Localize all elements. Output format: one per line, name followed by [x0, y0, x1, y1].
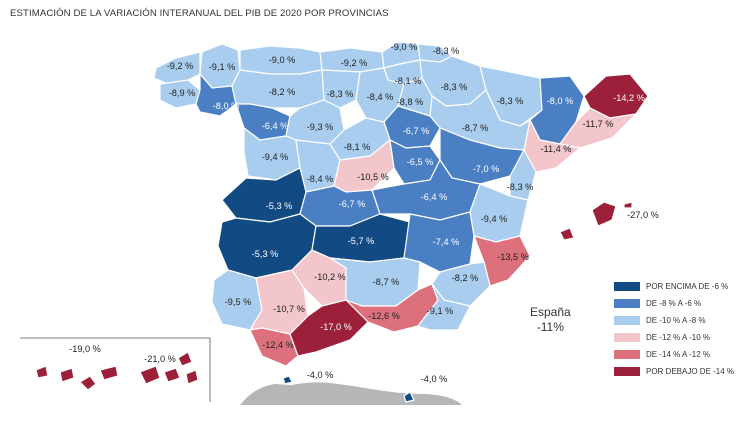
map-title: ESTIMACIÓN DE LA VARIACIÓN INTERANUAL DE… [10, 8, 389, 19]
province-label-segovia: -8,1 % [344, 142, 371, 152]
province-ceuta [282, 375, 293, 385]
province-label-guadalajara: -6,5 % [407, 157, 434, 167]
province-palencia [321, 69, 361, 109]
legend-swatch [614, 367, 640, 376]
legend-item: POR ENCIMA DE -6 % [614, 278, 734, 295]
province-label-castellon: -8,3 % [507, 182, 534, 192]
canarias-inset-frame [20, 337, 211, 402]
province-label-cadiz: -12,4 % [262, 340, 294, 350]
legend-item: DE -10 % A -8 % [614, 312, 734, 329]
province-label-larioja: -8,8 % [397, 97, 424, 107]
province-castellon [509, 148, 537, 201]
province-label-zamora: -6,4 % [262, 121, 289, 131]
province-laspalmas [59, 365, 119, 391]
spain-total: España -11% [530, 305, 571, 335]
province-label-albacete: -7,4 % [433, 237, 460, 247]
province-label-laspalmas: -19,0 % [69, 344, 101, 354]
province-label-barcelona: -11,7 % [583, 119, 614, 129]
legend-label: DE -14 % A -12 % [646, 350, 711, 359]
province-label-ciudadreal: -5,7 % [348, 236, 375, 246]
province-label-ourense: -8,0 % [213, 101, 240, 111]
province-label-palencia: -8,3 % [327, 89, 354, 99]
legend-item: DE -14 % A -12 % [614, 346, 734, 363]
province-label-bizkaia: -9,0 % [391, 42, 418, 52]
province-label-huesca: -8,3 % [497, 96, 524, 106]
province-label-tarragona: -11,4 % [541, 144, 572, 154]
province-label-ceuta: -4,0 % [307, 370, 334, 380]
province-label-granada: -12,6 % [368, 311, 400, 321]
province-label-gipuzkoa: -8,3 % [433, 46, 460, 56]
province-label-valencia: -9,4 % [481, 214, 508, 224]
province-label-cordoba: -10,2 % [314, 272, 346, 282]
province-label-almeria: -9,1 % [427, 306, 454, 316]
province-coruna [153, 51, 201, 85]
legend-label: DE -8 % A -6 % [646, 299, 702, 308]
province-label-soria: -6,7 % [403, 126, 430, 136]
legend-swatch [614, 282, 640, 291]
morocco-coast-left [240, 384, 290, 405]
province-label-melilla: -4,0 % [421, 374, 448, 384]
legend-swatch [614, 333, 640, 342]
province-label-caceres: -5,3 % [266, 201, 293, 211]
province-label-burgos: -8,4 % [367, 92, 394, 102]
province-tenerife [35, 351, 199, 385]
province-label-huelva: -9,5 % [225, 297, 252, 307]
province-label-avila: -8,4 % [307, 174, 334, 184]
province-label-pontevedra: -8,9 % [169, 88, 196, 98]
province-label-teruel: -7,0 % [473, 164, 500, 174]
province-label-valladolid: -9,3 % [307, 122, 334, 132]
legend-item: POR DEBAJO DE -14 % [614, 363, 734, 380]
legend: POR ENCIMA DE -6 % DE -8 % A -6 % DE -10… [614, 278, 734, 380]
legend-swatch [614, 350, 640, 359]
legend-label: DE -10 % A -8 % [646, 316, 706, 325]
legend-swatch [614, 316, 640, 325]
spain-value: -11% [536, 320, 564, 334]
legend-label: DE -12 % A -10 % [646, 333, 711, 342]
province-label-asturias: -9,0 % [269, 55, 296, 65]
province-label-alicante: -13,5 % [497, 252, 529, 262]
legend-item: DE -8 % A -6 % [614, 295, 734, 312]
province-melilla [403, 391, 415, 403]
province-label-leon: -8,2 % [269, 87, 296, 97]
province-ourense [195, 72, 237, 117]
province-label-cantabria: -9,2 % [341, 58, 368, 68]
province-label-cuenca: -6,4 % [421, 192, 448, 202]
province-label-zaragoza: -8,7 % [462, 123, 489, 133]
province-label-jaen: -8,7 % [373, 277, 400, 287]
province-baleares [559, 201, 633, 241]
province-label-girona: -14,2 % [613, 93, 645, 103]
legend-item: DE -12 % A -10 % [614, 329, 734, 346]
province-label-murcia: -8,2 % [452, 273, 479, 283]
province-label-salamanca: -9,4 % [262, 152, 289, 162]
spain-label: España [530, 305, 571, 319]
province-label-madrid: -10,5 % [357, 172, 389, 182]
province-label-toledo: -6,7 % [339, 199, 366, 209]
province-label-lleida: -8,0 % [547, 96, 574, 106]
province-label-malaga: -17,0 % [320, 322, 352, 332]
province-label-alava: -8,1 % [395, 76, 422, 86]
province-almeria [417, 283, 471, 331]
legend-swatch [614, 299, 640, 308]
province-label-navarra: -8,3 % [441, 82, 468, 92]
province-malaga [289, 299, 369, 357]
province-label-tenerife: -21,0 % [144, 354, 176, 364]
province-label-lugo: -9,1 % [209, 62, 236, 72]
province-label-baleares: -27,0 % [627, 210, 659, 220]
legend-label: POR ENCIMA DE -6 % [646, 282, 729, 291]
province-label-coruna: -9,2 % [167, 61, 194, 71]
legend-label: POR DEBAJO DE -14 % [646, 367, 735, 376]
province-label-badajoz: -5,3 % [252, 249, 279, 259]
province-label-sevilla: -10,7 % [273, 304, 305, 314]
